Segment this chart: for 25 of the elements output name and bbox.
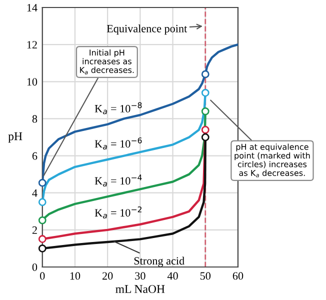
x-tick-label: 60 [232, 272, 244, 280]
y-tick-label: 6 [32, 152, 38, 160]
y-tick-label: 14 [27, 4, 38, 12]
series-label: Strong acid [134, 256, 184, 267]
y-tick-label: 10 [27, 78, 38, 86]
x-tick-label: 0 [40, 272, 45, 280]
y-tick-label: 8 [32, 115, 38, 123]
x-axis-title: mL NaOH [116, 285, 165, 294]
y-tick-label: 4 [32, 189, 38, 197]
y-tick-label: 2 [32, 226, 37, 234]
x-tick-label: 50 [200, 272, 211, 280]
y-tick-label: 0 [32, 263, 38, 271]
annotation: Initial pH increases as K$_{a}$ decreases. [80, 49, 134, 74]
x-tick-label: 20 [102, 272, 113, 280]
annotation: Equivalence point [106, 24, 188, 35]
series-label: K$_{a}$ = 10$^{−4}$ [94, 174, 142, 186]
y-axis-title: pH [8, 132, 22, 143]
x-tick-label: 30 [135, 272, 146, 280]
series-label: K$_{a}$ = 10$^{−6}$ [94, 138, 142, 150]
annotation: pH at equivalence point (marked with circles) increases as K$_{a}$ decreases. [234, 144, 310, 178]
series-label: K$_{a}$ = 10$^{−8}$ [94, 102, 142, 114]
x-tick-label: 10 [70, 272, 80, 280]
series-label: K$_{a}$ = 10$^{−2}$ [94, 206, 142, 218]
y-tick-label: 12 [27, 41, 37, 48]
x-tick-label: 40 [167, 272, 178, 280]
